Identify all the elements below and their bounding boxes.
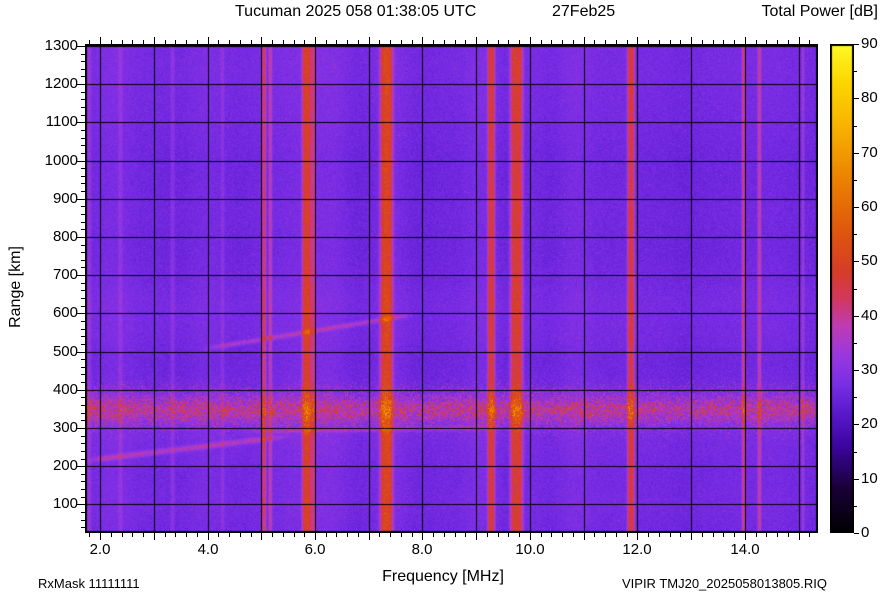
y-axis-label: Range [km] <box>7 246 24 328</box>
data-file-label: VIPIR TMJ20_2025058013805.RIQ <box>621 576 827 591</box>
colorbar-tick-label: 90 <box>861 35 878 52</box>
x-tick-label: 6.0 <box>304 541 326 558</box>
y-tick-label: 500 <box>52 343 78 360</box>
x-tick-label: 4.0 <box>197 541 219 558</box>
colorbar-tick-label: 50 <box>861 252 878 269</box>
y-tick-label: 100 <box>52 495 78 512</box>
x-tick-label: 12.0 <box>622 541 652 558</box>
y-tick-label: 1100 <box>45 113 78 130</box>
x-tick-label: 10.0 <box>515 541 545 558</box>
x-tick-label: 8.0 <box>411 541 433 558</box>
y-tick-label: 1300 <box>44 37 78 54</box>
x-axis-label: Frequency [MHz] <box>382 568 504 585</box>
y-tick-label: 900 <box>52 190 78 207</box>
y-tick-label: 200 <box>52 457 78 474</box>
plot-title: Tucuman 2025 058 01:38:05 UTC <box>235 3 477 20</box>
y-tick-label: 1200 <box>44 75 78 92</box>
colorbar-title: Total Power [dB] <box>761 3 879 20</box>
colorbar-tick-label: 70 <box>861 144 878 161</box>
colorbar-tick-label: 80 <box>861 89 878 106</box>
rx-mask-label: RxMask 11111111 <box>38 576 140 591</box>
y-tick-label: 400 <box>52 381 78 398</box>
y-tick-label: 600 <box>52 304 78 321</box>
y-tick-label: 800 <box>52 228 78 245</box>
y-tick-label: 1000 <box>44 152 78 169</box>
colorbar-tick-label: 10 <box>861 470 878 487</box>
plot-date: 27Feb25 <box>552 3 616 20</box>
x-tick-label: 2.0 <box>89 541 111 558</box>
y-tick-label: 700 <box>52 266 78 283</box>
colorbar-tick-label: 40 <box>861 307 878 324</box>
spectrogram-canvas <box>85 44 818 533</box>
colorbar-tick-label: 60 <box>861 198 878 215</box>
y-tick-label: 300 <box>52 419 78 436</box>
colorbar-gradient <box>830 44 854 533</box>
x-tick-label: 14.0 <box>730 541 760 558</box>
colorbar-tick-label: 20 <box>861 415 878 432</box>
colorbar-tick-label: 0 <box>861 524 870 541</box>
colorbar-tick-label: 30 <box>861 361 878 378</box>
